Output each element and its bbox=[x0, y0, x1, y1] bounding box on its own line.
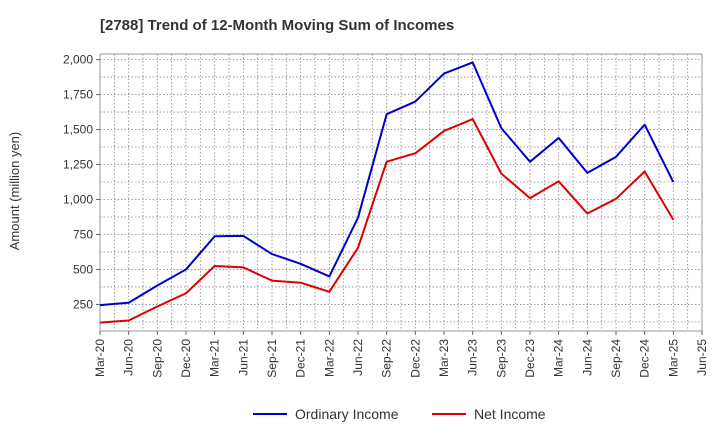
y-tick-label: 1,000 bbox=[63, 192, 93, 206]
y-tick-label: 750 bbox=[73, 227, 93, 241]
y-tick-label: 2,000 bbox=[63, 53, 93, 67]
x-tick-label: Sep-21 bbox=[265, 339, 279, 378]
legend-label: Net Income bbox=[474, 406, 546, 422]
x-tick-label: Dec-21 bbox=[294, 339, 308, 378]
x-tick-label: Dec-20 bbox=[179, 339, 193, 378]
x-axis-ticks: Mar-20 Jun-20 Sep-20 Dec-20 Mar-21 Jun-21 Sep-… bbox=[93, 331, 709, 378]
legend-label: Ordinary Income bbox=[295, 406, 399, 422]
x-tick-label: Sep-24 bbox=[609, 339, 623, 378]
y-tick-label: 250 bbox=[73, 297, 93, 311]
y-tick-label: 1,500 bbox=[63, 123, 93, 137]
y-axis-label: Amount (million yen) bbox=[7, 132, 22, 251]
y-tick-label: 1,750 bbox=[63, 88, 93, 102]
x-tick-label: Jun-21 bbox=[236, 339, 250, 376]
x-tick-label: Mar-24 bbox=[552, 339, 566, 377]
y-tick-label: 500 bbox=[73, 262, 93, 276]
y-axis-ticks: 250 500 750 1,000 1,250 1,500 1,750 2,000 bbox=[63, 53, 100, 311]
x-tick-label: Jun-23 bbox=[466, 339, 480, 376]
chart-title: [2788] Trend of 12-Month Moving Sum of I… bbox=[100, 17, 454, 34]
plot-area bbox=[99, 53, 703, 332]
x-tick-label: Mar-23 bbox=[437, 339, 451, 377]
x-tick-label: Mar-22 bbox=[322, 339, 336, 377]
x-tick-label: Dec-22 bbox=[408, 339, 422, 378]
grid bbox=[100, 54, 702, 331]
x-tick-label: Mar-21 bbox=[208, 339, 222, 377]
series-line-2 bbox=[99, 118, 675, 324]
x-tick-label: Sep-22 bbox=[380, 339, 394, 378]
x-tick-label: Jun-25 bbox=[695, 339, 709, 376]
x-tick-label: Mar-25 bbox=[666, 339, 680, 377]
x-tick-label: Sep-23 bbox=[494, 339, 508, 378]
x-tick-label: Jun-24 bbox=[580, 339, 594, 376]
x-tick-label: Dec-24 bbox=[638, 339, 652, 378]
legend: Ordinary Income Net Income bbox=[253, 406, 546, 422]
x-tick-label: Mar-20 bbox=[93, 339, 107, 377]
series-line-1 bbox=[99, 61, 675, 307]
x-tick-label: Dec-23 bbox=[523, 339, 537, 378]
series-lines bbox=[99, 61, 675, 324]
x-tick-label: Jun-20 bbox=[122, 339, 136, 376]
x-tick-label: Jun-22 bbox=[351, 339, 365, 376]
y-tick-label: 1,250 bbox=[63, 158, 93, 172]
x-tick-label: Sep-20 bbox=[150, 339, 164, 378]
